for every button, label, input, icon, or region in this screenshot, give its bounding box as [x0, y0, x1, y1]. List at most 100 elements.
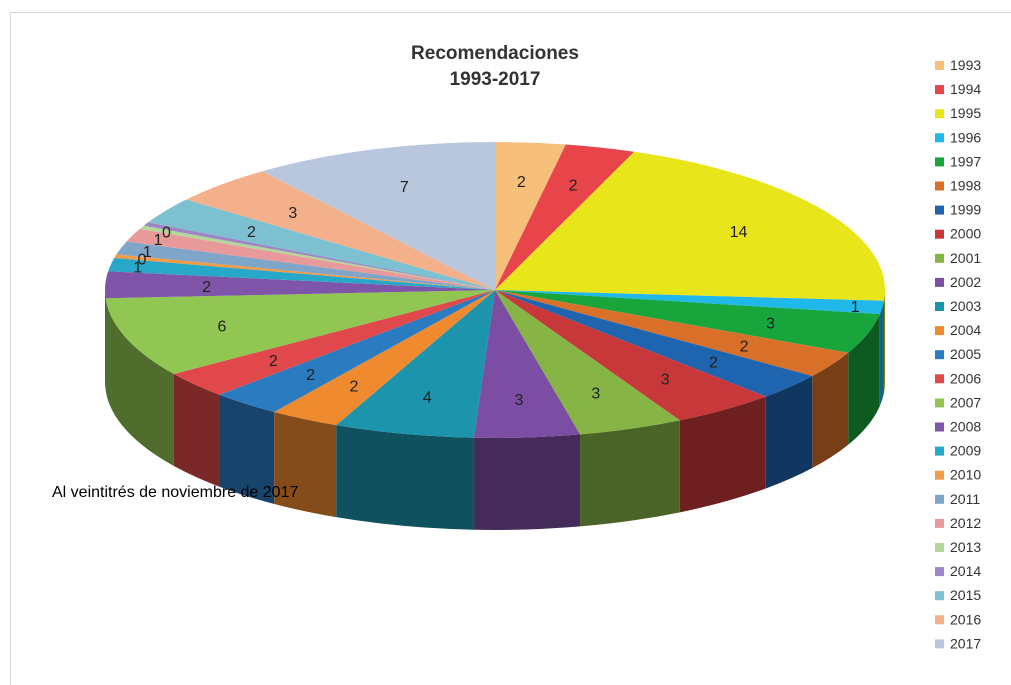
data-label-1996: 1	[851, 299, 860, 316]
pie-slice-2009	[108, 257, 495, 290]
data-label-2000: 3	[661, 371, 670, 388]
chart-title-line-2: 1993-2017	[450, 69, 541, 90]
data-label-2006: 2	[269, 353, 278, 370]
legend-swatch-2003	[935, 302, 944, 311]
pie-side-1995	[883, 290, 885, 393]
legend-swatch-2016	[935, 615, 944, 625]
legend-label-2006: 2006	[950, 370, 981, 386]
data-label-1998: 2	[740, 338, 749, 355]
pie-slice-1999	[495, 290, 813, 397]
data-label-1995: 14	[730, 224, 748, 241]
legend-label-2008: 2008	[950, 419, 981, 435]
legend-swatch-2000	[935, 229, 944, 239]
legend-label-2007: 2007	[950, 394, 981, 410]
data-label-2008: 2	[202, 279, 211, 296]
legend-swatch-2017	[935, 639, 944, 649]
pie-slice-2003	[336, 290, 495, 438]
legend-label-1993: 1993	[950, 57, 981, 73]
legend-swatch-2012	[935, 518, 944, 528]
data-label-1993: 2	[517, 174, 526, 191]
pie-side-1999	[765, 376, 813, 489]
pie-side-2000	[679, 396, 766, 513]
legend-swatch-1996	[935, 133, 944, 143]
pie-slice-2001	[495, 290, 680, 435]
pie-side-2004	[274, 411, 337, 518]
pie-side-2002	[473, 434, 581, 531]
data-label-1999: 2	[709, 355, 718, 372]
pie-slice-1993	[495, 142, 566, 290]
pie-slice-2007	[105, 290, 495, 375]
legend-swatch-2014	[935, 567, 944, 577]
pie-slice-2008	[105, 271, 496, 299]
pie-slice-1997	[495, 290, 880, 353]
legend: 1993 1994 1995 1996 1997 1998 1999 2000 2001 2002…	[935, 57, 981, 651]
legend-label-2015: 2015	[950, 587, 981, 603]
legend-swatch-2006	[935, 374, 944, 384]
data-label-2010: 0	[137, 252, 146, 269]
pie-side-2006	[173, 374, 220, 487]
pie-slice-2006	[173, 290, 495, 395]
legend-label-2002: 2002	[950, 274, 981, 290]
pie-side-2003	[336, 425, 474, 530]
data-label-2011: 1	[143, 244, 152, 261]
pie-side-1997	[848, 314, 880, 445]
pie-side-2008	[105, 290, 106, 391]
data-label-2005: 2	[306, 367, 315, 384]
legend-swatch-1994	[935, 85, 944, 95]
pie-slice-2014	[143, 222, 495, 290]
data-label-2009: 1	[133, 259, 142, 276]
pie-slice-2011	[116, 241, 496, 290]
pie-slice-1995	[495, 151, 885, 301]
legend-swatch-2011	[935, 494, 944, 504]
legend-swatch-1997	[935, 157, 944, 167]
pie-side-2005	[219, 394, 275, 504]
legend-label-2005: 2005	[950, 346, 981, 362]
legend-swatch-2001	[935, 253, 944, 263]
legend-swatch-2007	[935, 398, 944, 408]
legend-label-1995: 1995	[950, 105, 981, 121]
legend-swatch-2004	[935, 326, 944, 336]
legend-label-2012: 2012	[950, 515, 981, 531]
legend-swatch-1993	[935, 61, 944, 70]
pie-slice-2016	[186, 171, 495, 290]
legend-label-2014: 2014	[950, 563, 981, 579]
legend-swatch-2013	[935, 543, 944, 552]
chart-frame	[10, 12, 1011, 685]
pie-slice-2015	[148, 199, 495, 290]
legend-swatch-2008	[935, 422, 944, 432]
pie-slice-2017	[262, 142, 495, 290]
legend-label-1994: 1994	[950, 81, 981, 97]
legend-label-2010: 2010	[950, 467, 981, 483]
pie-slice-2004	[274, 290, 495, 426]
legend-label-2009: 2009	[950, 443, 981, 459]
data-label-2002: 3	[514, 392, 523, 409]
data-label-2016: 3	[288, 205, 297, 222]
chart-title-line-1: Recomendaciones	[411, 43, 579, 64]
legend-swatch-1999	[935, 205, 944, 215]
pie-slice-1998	[495, 290, 849, 377]
legend-label-2000: 2000	[950, 226, 981, 242]
pie-side-1996	[879, 300, 884, 407]
legend-swatch-1995	[935, 109, 944, 119]
pie-sides	[105, 290, 885, 531]
data-label-2015: 2	[247, 224, 256, 241]
legend-label-2004: 2004	[950, 322, 981, 338]
pie-slice-2010	[114, 254, 495, 290]
pie-slice-2012	[126, 228, 495, 290]
pie-side-2001	[580, 420, 680, 527]
legend-label-2011: 2011	[950, 491, 980, 507]
pie-slice-2005	[219, 290, 495, 412]
data-label-2013: 0	[162, 225, 171, 242]
pie-slice-2013	[139, 225, 496, 290]
pie-side-1998	[812, 352, 849, 469]
legend-label-2001: 2001	[950, 250, 981, 266]
data-label-2003: 4	[423, 390, 432, 407]
pie-slice-1996	[495, 290, 884, 315]
legend-swatch-2015	[935, 591, 944, 601]
legend-swatch-2005	[935, 350, 944, 360]
data-label-1997: 3	[766, 316, 775, 333]
legend-label-2013: 2013	[950, 539, 981, 555]
legend-label-1996: 1996	[950, 129, 981, 145]
legend-label-1998: 1998	[950, 178, 981, 194]
